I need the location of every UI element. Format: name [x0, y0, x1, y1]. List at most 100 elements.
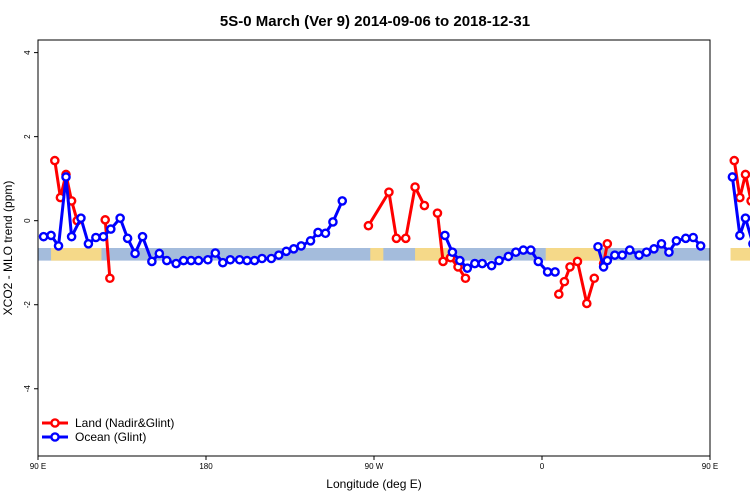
legend: Land (Nadir&Glint)Ocean (Glint) — [42, 416, 174, 444]
data-point — [438, 256, 448, 267]
data-point — [154, 248, 165, 259]
data-point — [249, 255, 260, 266]
data-point — [391, 233, 402, 244]
y-tick-label: -2 — [23, 301, 32, 309]
data-point — [203, 254, 213, 265]
data-point — [740, 213, 750, 223]
legend-label: Land (Nadir&Glint) — [75, 416, 174, 430]
data-point — [533, 256, 544, 267]
y-tick-label: 2 — [23, 134, 32, 139]
data-point — [518, 245, 529, 255]
data-point — [617, 250, 628, 260]
data-point — [46, 230, 56, 241]
data-point — [313, 227, 323, 238]
data-point — [727, 172, 738, 182]
data-point — [649, 244, 659, 254]
data-point — [671, 236, 682, 246]
data-point — [582, 298, 592, 309]
data-point — [137, 231, 148, 242]
data-point — [266, 253, 277, 264]
land-band-patch — [370, 248, 384, 261]
x-tick-label: 90 W — [365, 462, 384, 471]
data-point — [554, 289, 564, 300]
data-point — [542, 267, 553, 277]
data-point — [735, 192, 745, 203]
series-line — [367, 185, 426, 240]
data-point — [477, 258, 488, 269]
data-point — [328, 217, 338, 227]
data-point — [66, 231, 77, 242]
data-point — [38, 231, 49, 242]
data-point — [610, 250, 620, 260]
data-point — [242, 255, 252, 266]
data-point — [53, 241, 64, 251]
data-point — [688, 232, 699, 243]
y-tick-label: -4 — [23, 385, 32, 393]
data-point — [680, 233, 691, 244]
data-point — [98, 231, 109, 242]
x-axis-label: Longitude (deg E) — [326, 477, 421, 491]
data-point — [550, 267, 560, 277]
series-land — [50, 155, 750, 309]
x-tick-label: 180 — [199, 462, 213, 471]
data-point — [602, 238, 613, 249]
data-point — [186, 255, 196, 266]
data-point — [363, 220, 374, 231]
series-layer — [38, 155, 750, 309]
land-band-patch — [545, 248, 602, 261]
data-point — [432, 208, 443, 218]
data-point — [193, 255, 204, 266]
series-line — [103, 219, 112, 279]
data-point — [296, 241, 307, 251]
land-band-patch — [415, 248, 449, 261]
data-point — [503, 251, 514, 262]
data-point — [234, 254, 245, 265]
data-point — [257, 253, 267, 264]
data-point — [91, 232, 101, 243]
data-point — [634, 250, 644, 260]
series-line — [435, 212, 445, 262]
data-point — [106, 224, 116, 234]
data-point — [105, 273, 115, 284]
data-point — [572, 256, 583, 267]
x-tick-label: 0 — [540, 462, 545, 471]
data-point — [273, 250, 284, 260]
data-point — [130, 248, 140, 259]
data-point — [178, 255, 189, 266]
series-line — [730, 176, 750, 240]
data-point — [565, 262, 575, 272]
data-point — [447, 247, 458, 258]
data-point — [50, 155, 60, 166]
data-point — [494, 255, 504, 266]
data-point — [511, 247, 521, 258]
x-axis-ticks: 90 E 180 90 W 0 90 E — [30, 456, 718, 471]
data-point — [161, 255, 172, 266]
data-point — [735, 230, 745, 241]
y-tick-label: 0 — [23, 218, 32, 223]
data-point — [460, 273, 471, 284]
data-point — [695, 241, 706, 251]
data-point — [419, 200, 430, 211]
data-point — [281, 246, 292, 257]
data-point — [171, 258, 181, 269]
data-point — [559, 276, 570, 287]
data-point — [526, 245, 536, 255]
data-point — [210, 248, 221, 258]
legend-marker — [50, 432, 60, 442]
data-point — [320, 228, 331, 239]
data-point — [455, 255, 465, 266]
data-point — [61, 172, 71, 182]
data-point — [656, 238, 667, 249]
x-tick-label: 90 E — [30, 462, 46, 471]
data-point — [641, 247, 652, 258]
land-band-patch — [51, 248, 102, 261]
data-point — [746, 196, 750, 206]
data-point — [729, 155, 740, 166]
legend-marker — [50, 418, 60, 428]
data-point — [337, 196, 348, 206]
data-point — [100, 215, 110, 225]
land-band-patch — [730, 248, 750, 261]
data-point — [740, 169, 750, 180]
data-point — [217, 257, 228, 268]
